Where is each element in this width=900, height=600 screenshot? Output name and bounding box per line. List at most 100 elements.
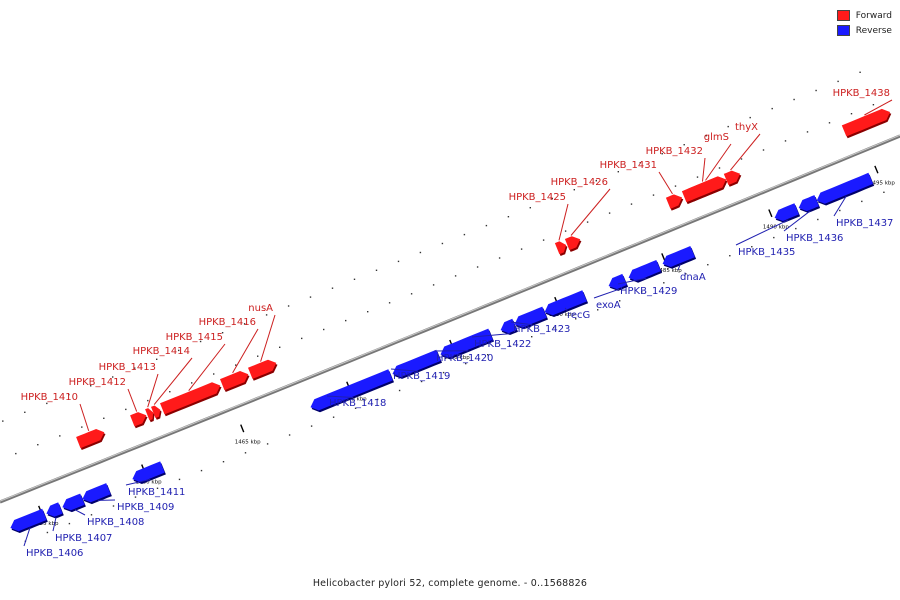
gene-arrow[interactable] [310, 369, 393, 411]
gene-label[interactable]: recG [567, 310, 590, 321]
guide-dot [441, 242, 444, 245]
gene-label[interactable]: thyX [735, 122, 758, 133]
gene-arrow[interactable] [554, 241, 567, 255]
gene-dnaa[interactable]: dnaA [662, 246, 706, 283]
gene-hpkb_1423[interactable]: HPKB_1423 [510, 306, 570, 335]
gene-label[interactable]: HPKB_1438 [833, 88, 890, 99]
gene-hpkb_1419[interactable]: HPKB_1419 [390, 349, 450, 382]
gene-label[interactable]: HPKB_1423 [513, 324, 570, 335]
gene-label[interactable]: HPKB_1436 [786, 233, 843, 244]
guide-dot [134, 367, 136, 369]
gene-hpkb_1409[interactable]: HPKB_1409 [82, 483, 174, 513]
gene-label[interactable]: HPKB_1431 [600, 160, 657, 171]
guide-dot [112, 376, 114, 378]
guide-dot [213, 373, 215, 375]
gene-label[interactable]: dnaA [680, 272, 706, 283]
guide-dot [630, 203, 633, 205]
gene-arrow[interactable] [151, 405, 161, 419]
gene-arrow[interactable] [608, 273, 627, 290]
guide-dot [353, 278, 356, 280]
gene-label[interactable]: HPKB_1420 [436, 353, 493, 364]
gene-arrow[interactable] [774, 203, 799, 221]
gene-label[interactable]: HPKB_1435 [738, 247, 795, 258]
gene-recg[interactable]: recG [544, 290, 591, 321]
gene-hpkb_1411[interactable]: HPKB_1411 [125, 461, 185, 498]
guide-dot [221, 332, 224, 334]
gene-label[interactable]: HPKB_1406 [26, 548, 83, 559]
guide-dot [861, 200, 863, 203]
gene-hpkb_1410[interactable]: HPKB_1410 [21, 392, 106, 450]
gene-hpkb_1414[interactable]: HPKB_1414 [133, 346, 193, 420]
gene-label[interactable]: HPKB_1437 [836, 218, 893, 229]
gene-label[interactable]: HPKB_1422 [474, 339, 531, 350]
gene-hpkb_1435[interactable]: HPKB_1435 [735, 203, 801, 258]
gene-label[interactable]: HPKB_1413 [99, 362, 156, 373]
guide-dot [323, 328, 325, 331]
gene-arrow[interactable] [76, 429, 105, 449]
gene-hpkb_1429[interactable]: HPKB_1429 [617, 260, 677, 297]
gene-arrow[interactable] [46, 502, 63, 517]
gene-arrow[interactable] [145, 408, 154, 421]
gene-hpkb_1432[interactable]: HPKB_1432 [646, 146, 728, 205]
gene-arrow[interactable] [10, 508, 47, 532]
gene-label[interactable]: HPKB_1409 [117, 502, 174, 513]
gene-arrow[interactable] [160, 382, 221, 415]
gene-hpkb_1413[interactable]: HPKB_1413 [99, 362, 159, 423]
genome-backbone-highlight [0, 134, 900, 502]
gene-arrow[interactable] [798, 195, 819, 212]
gene-arrow[interactable] [132, 461, 165, 483]
gene-arrow[interactable] [62, 493, 85, 511]
gene-label[interactable]: HPKB_1429 [620, 286, 677, 297]
gene-arrow[interactable] [248, 359, 277, 379]
gene-label[interactable]: HPKB_1410 [21, 392, 78, 403]
gene-arrow[interactable] [665, 194, 683, 209]
gene-hpkb_1407[interactable]: HPKB_1407 [46, 502, 112, 544]
gene-nusa[interactable]: nusA [248, 303, 278, 381]
gene-label[interactable]: HPKB_1426 [551, 177, 608, 188]
gene-hpkb_1431[interactable]: HPKB_1431 [600, 160, 684, 211]
guide-dot [301, 337, 303, 340]
scale-tick-label: 1475 kbp [444, 355, 470, 361]
gene-arrow[interactable] [82, 483, 111, 503]
gene-label[interactable]: HPKB_1414 [133, 346, 190, 357]
gene-label[interactable]: HPKB_1407 [55, 533, 112, 544]
gene-arrow[interactable] [723, 170, 741, 185]
gene-arrow[interactable] [687, 176, 727, 200]
gene-glms[interactable]: glmS [687, 132, 732, 202]
gene-arrow[interactable] [564, 236, 581, 251]
gene-label[interactable]: HPKB_1432 [646, 146, 703, 157]
gene-label[interactable]: HPKB_1412 [69, 377, 126, 388]
gene-arrow[interactable] [816, 172, 873, 204]
gene-hpkb_1426[interactable]: HPKB_1426 [551, 177, 611, 252]
gene-thyx[interactable]: thyX [723, 122, 761, 187]
gene-hpkb_1418[interactable]: HPKB_1418 [310, 369, 395, 413]
guide-dot [354, 407, 357, 409]
gene-hpkb_1438[interactable]: HPKB_1438 [833, 88, 893, 139]
gene-arrow[interactable] [662, 246, 695, 267]
gene-hpkb_1412[interactable]: HPKB_1412 [69, 377, 148, 429]
gene-arrow[interactable] [544, 290, 587, 316]
gene-hpkb_1425[interactable]: HPKB_1425 [509, 192, 569, 256]
gene-label[interactable]: HPKB_1408 [87, 517, 144, 528]
gene-hpkb_1436[interactable]: HPKB_1436 [783, 195, 843, 244]
gene-label[interactable]: HPKB_1419 [393, 371, 450, 382]
gene-arrow[interactable] [628, 260, 661, 281]
gene-label[interactable]: HPKB_1415 [166, 332, 223, 343]
gene-label[interactable]: HPKB_1411 [128, 487, 185, 498]
gene-label[interactable]: glmS [704, 132, 729, 143]
gene-hpkb_1415[interactable]: HPKB_1415 [160, 332, 226, 417]
gene-arrow[interactable] [220, 371, 249, 391]
gene-label[interactable]: HPKB_1418 [329, 398, 386, 409]
gene-hpkb_1406[interactable]: HPKB_1406 [10, 508, 83, 559]
gene-label[interactable]: exoA [596, 300, 621, 311]
gene-arrow[interactable] [841, 108, 891, 137]
gene-label[interactable]: HPKB_1425 [509, 192, 566, 203]
gene-hpkb_1437[interactable]: HPKB_1437 [816, 172, 894, 229]
scale-tick [768, 209, 773, 218]
gene-hpkb_1408[interactable]: HPKB_1408 [62, 493, 144, 528]
gene-label[interactable]: nusA [248, 303, 273, 314]
gene-label[interactable]: HPKB_1416 [199, 317, 256, 328]
gene-arrow[interactable] [130, 412, 147, 427]
gene-arrow[interactable] [514, 306, 547, 328]
gene-hpkb_1416[interactable]: HPKB_1416 [199, 317, 259, 392]
